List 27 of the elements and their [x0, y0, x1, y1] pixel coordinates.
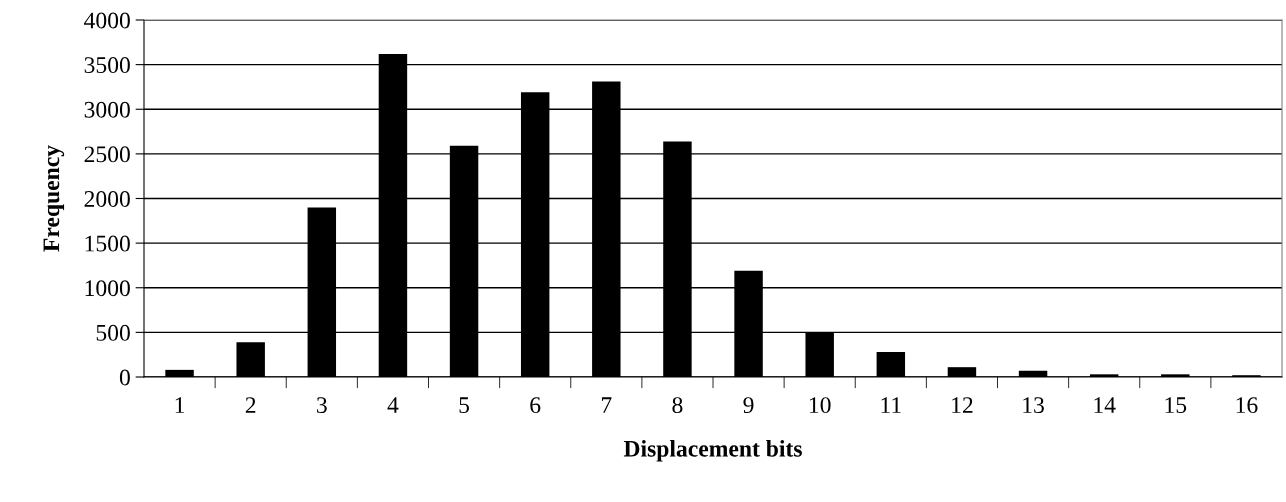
x-tick-label: 1 [175, 397, 185, 413]
y-tick-label: 1000 [85, 280, 130, 297]
y-tick-label: 2500 [84, 146, 130, 163]
x-tick-label: 2 [245, 397, 256, 413]
x-tick-label: 8 [672, 397, 683, 414]
x-tick-label: 13 [1023, 397, 1044, 414]
y-tick-label: 500 [96, 324, 130, 341]
y-tick-label: 3000 [84, 101, 130, 118]
x-tick-label: 9 [743, 397, 754, 414]
x-tick-label: 6 [530, 397, 541, 414]
x-tick-label: 10 [809, 397, 831, 414]
y-axis-title: Frequency [43, 145, 65, 252]
x-tick-label: 15 [1165, 397, 1187, 414]
x-tick-label: 14 [1094, 397, 1116, 413]
x-tick-label: 12 [952, 397, 973, 413]
x-tick-label: 11 [881, 397, 901, 413]
y-tick-label: 0 [119, 369, 130, 386]
y-tick-label: 1500 [85, 235, 130, 252]
x-axis-title: Displacement bits [623, 440, 802, 462]
y-tick-label: 4000 [84, 12, 130, 29]
x-tick-label: 4 [387, 397, 399, 413]
x-tick-label: 7 [601, 397, 612, 413]
x-tick-label: 3 [317, 397, 327, 414]
x-tick-label: 5 [459, 397, 470, 414]
y-tick-label: 3500 [84, 57, 130, 74]
x-tick-label: 16 [1236, 397, 1258, 414]
y-tick-label: 2000 [84, 190, 130, 207]
